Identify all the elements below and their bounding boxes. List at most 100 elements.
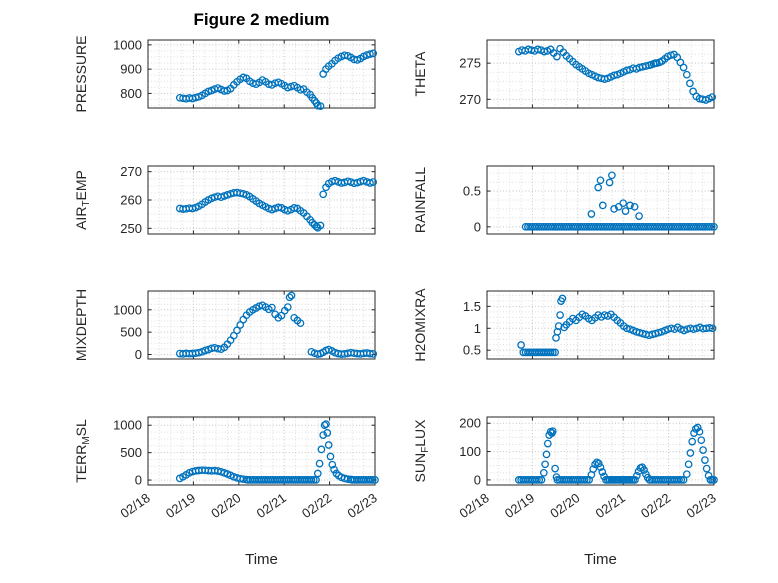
theta-ylabel: THETA [412, 51, 428, 97]
y-tick-labels: 0 500 1000 [113, 418, 142, 488]
sun-flux-plot: 0 100 200 02/18 02/19 02/20 02/21 02/22 02/23 SUN… [412, 416, 719, 521]
air_temp-ylabel: AIRTEMP [73, 170, 92, 230]
major-grid [147, 166, 376, 234]
minor-grid [487, 166, 714, 234]
svg-text:100: 100 [459, 444, 481, 459]
mixdepth-ylabel: MIXDEPTH [73, 289, 89, 361]
svg-text:1.5: 1.5 [463, 299, 481, 314]
axes-box [147, 39, 376, 109]
h2omixra-ylabel: H2OMIXRA [412, 288, 428, 362]
mixdepth-plot: 0 500 1000 MIXDEPTH [73, 289, 378, 362]
svg-text:800: 800 [120, 86, 142, 101]
pressure-ylabel: PRESSURE [73, 35, 89, 112]
data-points [514, 44, 717, 104]
data-points [175, 49, 378, 110]
major-grid [147, 417, 376, 485]
x-axis-label-left: Time [245, 551, 278, 568]
svg-text:270: 270 [120, 164, 142, 179]
y-tick-labels: 270 275 [459, 56, 481, 107]
svg-text:02/19: 02/19 [163, 490, 198, 521]
x-axis-label-right: Time [584, 551, 617, 568]
svg-text:1000: 1000 [113, 418, 142, 433]
svg-text:1: 1 [474, 321, 481, 336]
subplot-rainfall: 0 0.5 RAINFALL [387, 150, 733, 246]
theta-plot: 270 275 THETA [412, 39, 717, 109]
subplot-pressure: 800 900 1000 PRESSURE [48, 24, 394, 120]
svg-text:500: 500 [120, 325, 142, 340]
subplot-sun-flux: 0 100 200 02/18 02/19 02/20 02/21 02/22 02/23 SUN… [387, 401, 733, 551]
data-points [517, 294, 717, 357]
minor-grid [487, 291, 714, 359]
terr-msl-plot: 0 500 1000 02/18 02/19 02/20 02/21 02/22 02/23 TE… [73, 416, 380, 521]
svg-text:02/19: 02/19 [502, 490, 537, 521]
y-tick-labels: 00.5 [463, 184, 481, 235]
subplot-h2omixra: 0.5 1 1.5 H2OMIXRA [387, 275, 733, 371]
axes-box [486, 165, 715, 235]
major-grid [486, 291, 715, 359]
svg-text:02/22: 02/22 [299, 490, 334, 521]
tick-marks [147, 166, 376, 234]
major-grid [486, 40, 715, 108]
minor-grid [487, 417, 714, 485]
svg-text:275: 275 [459, 56, 481, 71]
subplot-mixdepth: 0 500 1000 MIXDEPTH [48, 275, 394, 371]
svg-text:1000: 1000 [113, 37, 142, 52]
x-tick-labels: 02/18 02/19 02/20 02/21 02/22 02/23 [456, 490, 718, 521]
pressure-plot: 800 900 1000 PRESSURE [73, 35, 378, 113]
svg-text:02/23: 02/23 [683, 490, 718, 521]
svg-text:270: 270 [459, 92, 481, 107]
minor-grid [148, 291, 375, 359]
tick-marks [486, 166, 715, 234]
svg-text:0: 0 [474, 219, 481, 234]
air-temp-plot: 250 260 270 AIRTEMP [73, 164, 378, 236]
svg-text:02/18: 02/18 [117, 490, 152, 521]
terr_msl-ylabel: TERRMSL [73, 419, 92, 483]
tick-marks [147, 40, 376, 108]
svg-text:500: 500 [120, 445, 142, 460]
y-tick-labels: 800 900 1000 [113, 37, 142, 101]
tick-marks [486, 40, 715, 108]
sun_flux-ylabel: SUNFLUX [412, 419, 431, 483]
minor-grid [148, 40, 375, 108]
svg-text:02/20: 02/20 [208, 490, 243, 521]
y-tick-labels: 0.5 1 1.5 [463, 299, 481, 358]
axes-box [486, 416, 715, 486]
data-points [514, 423, 718, 484]
tick-marks [486, 291, 715, 359]
svg-text:02/18: 02/18 [456, 490, 491, 521]
svg-text:900: 900 [120, 62, 142, 77]
major-grid [147, 40, 376, 108]
subplot-air-temp: 250 260 270 AIRTEMP [48, 150, 394, 246]
svg-text:0.5: 0.5 [463, 343, 481, 358]
y-tick-labels: 0 100 200 [459, 416, 481, 488]
svg-text:1000: 1000 [113, 302, 142, 317]
svg-text:0: 0 [135, 347, 142, 362]
svg-text:0.5: 0.5 [463, 184, 481, 199]
svg-text:02/21: 02/21 [593, 490, 628, 521]
x-tick-labels: 02/18 02/19 02/20 02/21 02/22 02/23 [117, 490, 379, 521]
svg-text:02/21: 02/21 [254, 490, 289, 521]
data-points [175, 420, 379, 484]
figure-title: Figure 2 medium [193, 10, 330, 29]
axes-box [147, 290, 376, 360]
svg-text:260: 260 [120, 193, 142, 208]
subplot-theta: 270 275 THETA [387, 24, 733, 120]
h2omixra-plot: 0.5 1 1.5 H2OMIXRA [412, 288, 717, 362]
tick-marks [147, 291, 376, 359]
rainfall-ylabel: RAINFALL [412, 167, 428, 233]
svg-text:02/20: 02/20 [547, 490, 582, 521]
svg-text:02/23: 02/23 [344, 490, 379, 521]
y-tick-labels: 250 260 270 [120, 164, 142, 236]
minor-grid [148, 417, 375, 485]
svg-text:02/22: 02/22 [638, 490, 673, 521]
svg-text:200: 200 [459, 416, 481, 431]
data-points [175, 291, 378, 358]
subplot-terr-msl: 0 500 1000 02/18 02/19 02/20 02/21 02/22 02/23 TE… [48, 401, 394, 551]
data-points [521, 171, 718, 231]
y-tick-labels: 0 500 1000 [113, 302, 142, 362]
svg-text:0: 0 [135, 473, 142, 488]
data-points [175, 176, 378, 232]
axes-box [147, 416, 376, 486]
